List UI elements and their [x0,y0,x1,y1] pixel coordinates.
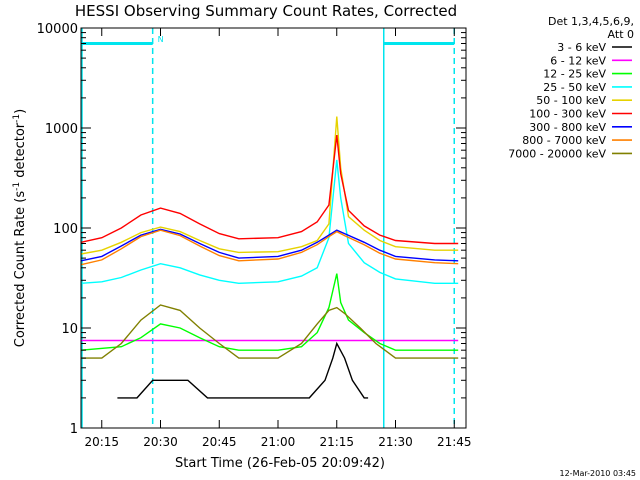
legend-label-6: 100 - 300 keV [529,108,606,121]
series-line-8 [80,229,459,266]
chart-title: HESSI Observing Summary Count Rates, Cor… [75,2,457,20]
y-tick-label-2: 10 [61,322,78,337]
y-tick-label-5: 10000 [37,22,78,37]
y-axis-label-part1: Corrected Count Rate (s [13,191,28,348]
axes: 20:15 20:30 20:45 21:00 21:15 21:30 21:45 1 10 10… [37,22,472,449]
legend-label-4: 25 - 50 keV [543,81,606,94]
x-tick-label-6: 21:30 [378,435,413,449]
x-tick-label-5: 21:15 [319,435,354,449]
legend-label-1: 3 - 6 keV [557,41,606,54]
legend-label-2: 6 - 12 keV [550,54,606,67]
y-axis-label-sup2: -1 [12,114,22,123]
legend-label-3: 12 - 25 keV [543,68,606,81]
series-lines [80,116,459,399]
series-line-5 [80,116,459,255]
y-tick-label-4: 1000 [45,122,78,137]
x-tick-label-7: 21:45 [437,435,472,449]
y-tick-label-3: 100 [53,222,78,237]
observation-markers: N [81,28,456,428]
legend-header-line2: Att 0 [608,28,634,41]
y-axis-label-sup1: -1 [12,182,22,191]
x-tick-label-4: 21:00 [261,435,296,449]
series-line-1 [117,341,369,399]
legend-label-7: 300 - 800 keV [529,121,606,134]
legend-label-8: 800 - 7000 keV [522,134,606,147]
y-tick-label-1: 1 [70,422,78,437]
series-line-6 [80,135,459,245]
timestamp: 12-Mar-2010 03:45 [560,469,637,478]
legend-label-9: 7000 - 20000 keV [508,147,606,160]
x-tick-label-1: 20:15 [84,435,119,449]
legend-header-line1: Det 1,3,4,5,6,9, [548,15,634,28]
series-line-9 [81,304,459,359]
y-axis-label-part2: detector [13,122,28,182]
plot-frame [80,27,467,429]
series-line-4 [80,159,459,285]
marker-n-label: N [158,35,164,44]
legend-label-5: 50 - 100 keV [536,94,606,107]
series-line-7 [80,228,459,262]
y-axis-label-part3: ) [13,109,28,114]
x-axis-label: Start Time (26-Feb-05 20:09:42) [175,456,385,471]
x-tick-label-3: 20:45 [202,435,237,449]
series-line-3 [80,273,459,351]
y-axis-label: Corrected Count Rate (s-1 detector-1) [12,109,28,347]
x-tick-label-2: 20:30 [143,435,178,449]
